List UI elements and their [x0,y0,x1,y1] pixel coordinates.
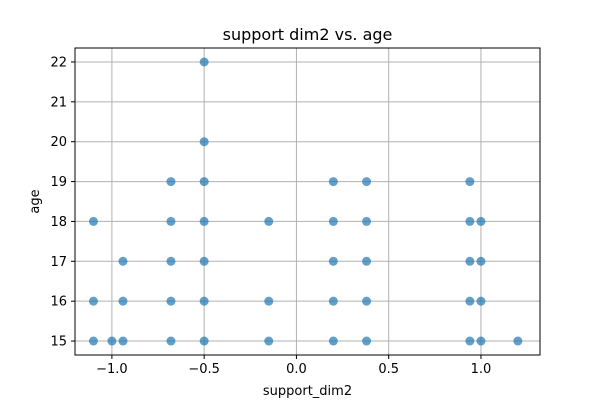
data-point [465,256,475,266]
data-point [166,336,176,346]
data-point [476,296,486,306]
x-tick-label: −1.0 [96,362,128,377]
grid [75,48,540,355]
data-point [362,256,372,266]
axis-ticks: −1.0 −0.5 0.0 0.5 1.0 15 16 17 18 19 20 21 22 [50,55,491,377]
x-tick-label: −0.5 [188,362,220,377]
data-point [88,336,98,346]
data-point [328,256,338,266]
x-tick-label: 0.5 [378,362,399,377]
data-point [362,336,372,346]
data-point [362,177,372,187]
x-tick-label: 1.0 [471,362,492,377]
data-point [328,296,338,306]
data-point [465,177,475,187]
data-point [118,256,128,266]
y-tick-label: 18 [50,215,67,230]
data-point [476,216,486,226]
y-tick-label: 17 [50,255,67,270]
data-point [264,216,274,226]
data-point [328,336,338,346]
data-point [166,216,176,226]
y-tick-label: 22 [50,55,67,70]
data-point [199,216,209,226]
data-point [166,256,176,266]
y-tick-label: 15 [50,335,67,350]
data-point [362,296,372,306]
data-point [88,216,98,226]
x-tick-label: 0.0 [286,362,307,377]
data-point [107,336,117,346]
data-point [465,336,475,346]
data-point [362,216,372,226]
data-point [465,296,475,306]
data-point [476,336,486,346]
y-tick-label: 16 [50,295,67,310]
data-point [88,296,98,306]
data-point [199,137,209,147]
data-point [199,336,209,346]
data-point [476,256,486,266]
data-point [166,177,176,187]
data-point [166,296,176,306]
data-point [199,57,209,67]
y-tick-label: 19 [50,175,67,190]
data-point [199,256,209,266]
data-point [328,216,338,226]
y-axis-label: age [28,189,43,213]
data-point [118,296,128,306]
y-tick-label: 21 [50,95,67,110]
data-point [199,177,209,187]
data-point [264,296,274,306]
chart-title: support dim2 vs. age [223,25,393,44]
data-point [328,177,338,187]
data-point [118,336,128,346]
data-point [264,336,274,346]
data-point [465,216,475,226]
x-axis-label: support_dim2 [263,384,352,399]
data-points [88,57,523,346]
data-point [199,296,209,306]
plot-area-frame [74,47,541,356]
y-tick-label: 20 [50,135,67,150]
data-point [513,336,523,346]
